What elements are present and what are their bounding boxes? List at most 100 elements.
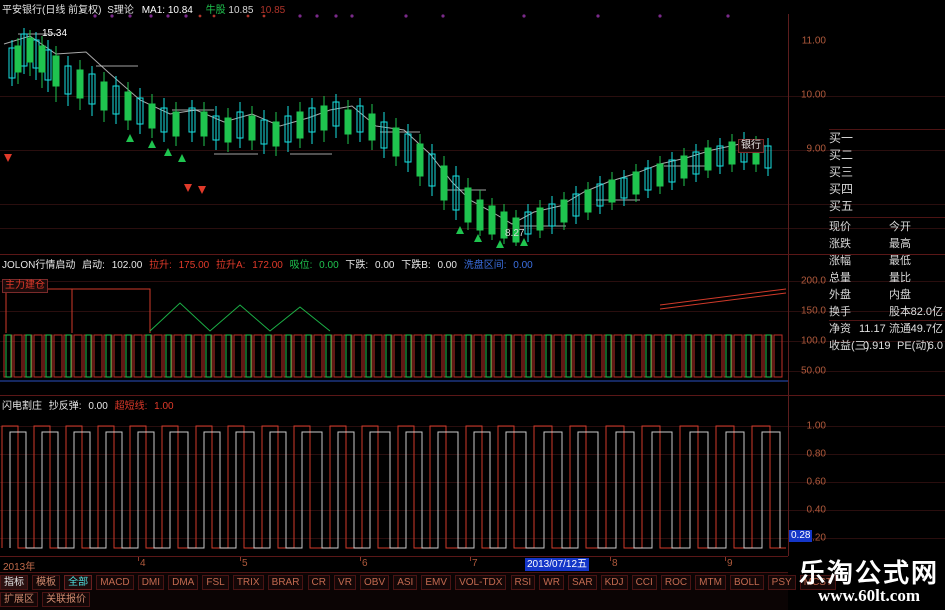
ma-value: 10.84: [167, 5, 193, 16]
quote-divider: [829, 217, 945, 218]
date-tick: [360, 557, 361, 561]
jolon-item-1-label: 拉升:: [149, 260, 172, 271]
toolbar-button-trix[interactable]: TRIX: [232, 575, 264, 590]
toolbar-button-emv[interactable]: EMV: [421, 575, 452, 590]
toolbar-button-brar[interactable]: BRAR: [267, 575, 304, 590]
bid-row[interactable]: 买一: [829, 131, 854, 145]
jolon-title-row: JOLON行情启动 启动: 102.00 拉升: 175.00 拉升A: 172…: [2, 256, 537, 271]
toolbar-button-vr[interactable]: VR: [334, 575, 356, 590]
price-axis-tick: 10.00: [800, 89, 826, 101]
jolon-item-5-label: 下跌B:: [401, 260, 431, 271]
toolbar-button-fsl[interactable]: FSL: [202, 575, 229, 590]
toolbar-button-zhibiao[interactable]: 指标: [0, 575, 28, 590]
peak-price-label: 15.34: [42, 28, 68, 39]
indicator-toolbar[interactable]: 指标 模板 全部 MACD DMI DMA FSL TRIX BRAR CR V…: [0, 572, 837, 610]
toolbar-button-obv[interactable]: OBV: [360, 575, 390, 590]
quote-label-high: 最高: [889, 238, 911, 250]
bid-row[interactable]: 买四: [829, 182, 854, 196]
date-axis-tick: 4: [140, 558, 146, 569]
quote-row[interactable]: 换手 股本 82.0亿: [829, 304, 945, 321]
gridline: [0, 281, 945, 282]
toolbar-button-boll[interactable]: BOLL: [730, 575, 764, 590]
quote-label-turnover: 换手: [829, 306, 851, 318]
quote-label-float: 流通: [889, 323, 911, 335]
toolbar-button-asi[interactable]: ASI: [393, 575, 418, 590]
quote-row[interactable]: 外盘 内盘: [829, 287, 945, 304]
toolbar-button-quanbu[interactable]: 全部: [64, 575, 93, 590]
toolbar-button-rsi[interactable]: RSI: [510, 575, 536, 590]
price-chart-panel[interactable]: 15.34 8.27 银行 11.00 10.00 9.00: [0, 14, 945, 254]
mid-panel-left-tag[interactable]: 主力建仓: [2, 279, 48, 293]
toolbar-button-vol-tdx[interactable]: VOL-TDX: [455, 575, 507, 590]
sector-tag[interactable]: 银行: [738, 139, 764, 153]
security-name[interactable]: 平安银行(日线 前复权): [2, 5, 102, 16]
quote-panel[interactable]: 现价 今开 涨跌 最高 涨幅 最低 总量 量比 外盘 内盘 换手 股本 82.0…: [829, 219, 945, 355]
quote-label-change: 涨跌: [829, 238, 851, 250]
watermark: 乐淘公式网 www.60lt.com: [799, 559, 939, 605]
quote-row[interactable]: 现价 今开: [829, 219, 945, 236]
panel-divider: [788, 396, 789, 556]
jolon-item-2-value: 172.00: [252, 260, 283, 271]
jolon-item-3-value: 0.00: [319, 260, 339, 271]
quote-row[interactable]: 收益(三) 0.919 PE(动) 6.0: [829, 338, 945, 355]
toolbar-button-guanlianbaojia[interactable]: 关联报价: [42, 592, 91, 607]
toolbar-row-extensions[interactable]: 扩展区 关联报价: [0, 592, 91, 607]
quote-row[interactable]: 涨跌 最高: [829, 236, 945, 253]
jolon-item-2-label: 拉升A:: [216, 260, 246, 271]
gridline: [0, 510, 945, 511]
jolon-item-5-value: 0.00: [437, 260, 457, 271]
shandian-item-0-label: 抄反弹:: [48, 401, 82, 412]
bid-row[interactable]: 买五: [829, 199, 854, 213]
toolbar-button-mtm[interactable]: MTM: [695, 575, 726, 590]
date-axis-tick: 5: [242, 558, 248, 569]
jolon-item-6-label: 洗盘区间:: [463, 260, 507, 271]
toolbar-button-mcst[interactable]: MCST: [799, 575, 837, 590]
toolbar-button-kdj[interactable]: KDJ: [600, 575, 628, 590]
date-tick: [610, 557, 611, 561]
shandian-title[interactable]: 闪电割庄: [2, 401, 42, 412]
date-tick: [470, 557, 471, 561]
toolbar-button-macd[interactable]: MACD: [96, 575, 134, 590]
signal-dot-row: [0, 11, 788, 21]
toolbar-button-dmi[interactable]: DMI: [137, 575, 165, 590]
bid-row[interactable]: 买三: [829, 165, 854, 179]
shandian-item-0-value: 0.00: [88, 401, 108, 412]
shandian-item-1-label: 超短线:: [114, 401, 148, 412]
gridline: [0, 228, 945, 229]
quote-label-volratio: 量比: [889, 272, 911, 284]
jolon-indicator-panel[interactable]: JOLON行情启动 启动: 102.00 拉升: 175.00 拉升A: 172…: [0, 255, 945, 395]
bid-list[interactable]: 买一 买二 买三 买四 买五: [829, 130, 945, 215]
jolon-item-4-label: 下跌:: [345, 260, 369, 271]
shandian-indicator-panel[interactable]: 闪电割庄 抄反弹: 0.00 超短线: 1.00 1.00 0.80 0.60 …: [0, 396, 945, 556]
bid-row[interactable]: 买二: [829, 148, 854, 162]
quote-divider: [829, 320, 945, 321]
toolbar-button-moban[interactable]: 模板: [32, 575, 61, 590]
toolbar-button-roc[interactable]: ROC: [660, 575, 692, 590]
date-tick: [240, 557, 241, 561]
jolon-title[interactable]: JOLON行情启动: [2, 260, 76, 271]
chart-header: 平安银行(日线 前复权) S理论 MA1: 10.84 牛股 10.85 10.…: [2, 1, 285, 16]
toolbar-button-dma[interactable]: DMA: [168, 575, 199, 590]
jolon-series: [0, 281, 788, 382]
toolbar-button-sar[interactable]: SAR: [567, 575, 597, 590]
toolbar-row-indicators[interactable]: 指标 模板 全部 MACD DMI DMA FSL TRIX BRAR CR V…: [0, 575, 837, 590]
toolbar-button-cr[interactable]: CR: [307, 575, 330, 590]
toolbar-button-cci[interactable]: CCI: [631, 575, 657, 590]
quote-row[interactable]: 净资 11.17 流通 49.7亿: [829, 321, 945, 338]
toolbar-button-kuozhanqu[interactable]: 扩展区: [0, 592, 38, 607]
quote-label-low: 最低: [889, 255, 911, 267]
quote-row[interactable]: 涨幅 最低: [829, 253, 945, 270]
indicator-name[interactable]: S理论: [107, 5, 134, 16]
quote-row[interactable]: 总量 量比: [829, 270, 945, 287]
gridline: [0, 204, 945, 205]
shandian-item-1-value: 1.00: [154, 401, 174, 412]
date-axis-year: 2013年: [3, 562, 36, 573]
quote-label-capital: 股本: [889, 306, 911, 318]
quote-value-pe: 6.0: [927, 340, 943, 352]
cursor-value-badge: 0.28: [789, 530, 813, 542]
cursor-date-badge: 2013/07/12五: [525, 558, 590, 571]
toolbar-button-psy[interactable]: PSY: [767, 575, 796, 590]
quote-label-netasset: 净资: [829, 323, 851, 335]
toolbar-button-wr[interactable]: WR: [539, 575, 564, 590]
